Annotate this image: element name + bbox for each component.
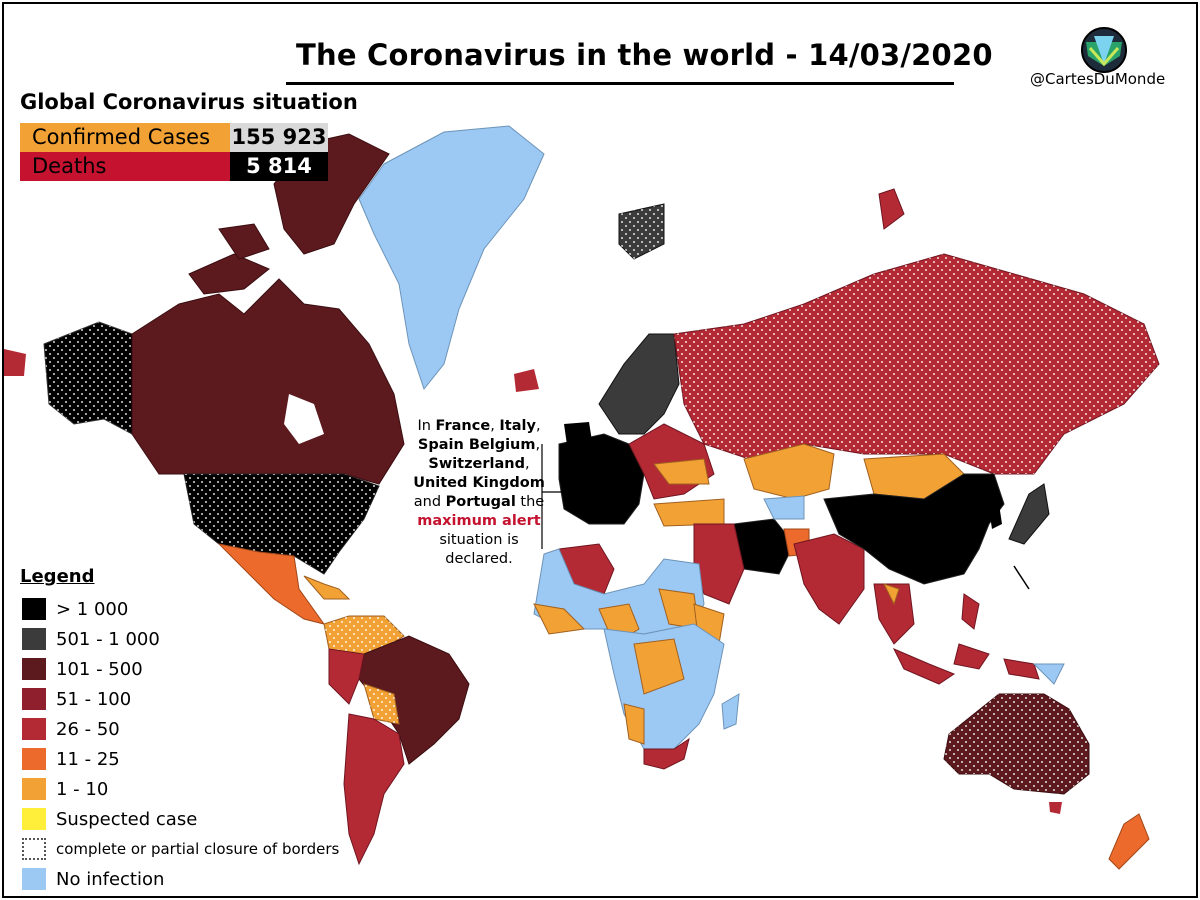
deaths-row: Deaths 5 814	[20, 152, 328, 181]
legend-swatch	[22, 868, 46, 890]
legend-swatch	[22, 628, 46, 650]
callout-part: ,	[490, 418, 500, 434]
legend-swatch	[22, 838, 46, 860]
legend-swatch	[22, 808, 46, 830]
country-argentina-chile	[343, 713, 405, 866]
legend-item: 1 - 10	[22, 774, 339, 804]
callout-uk: United Kingdom	[413, 475, 545, 491]
callout-part: ,	[535, 437, 541, 453]
legend-swatch	[22, 688, 46, 710]
legend-item: Suspected case	[22, 804, 339, 834]
legend-label: 51 - 100	[56, 688, 132, 710]
global-situation-heading: Global Coronavirus situation	[20, 90, 358, 114]
country-japan	[1008, 483, 1050, 545]
legend-swatch	[22, 778, 46, 800]
legend-label: No infection	[56, 868, 165, 890]
confirmed-row: Confirmed Cases 155 923	[20, 123, 328, 152]
callout-part: the	[515, 494, 545, 510]
country-greenland	[358, 125, 545, 391]
callout-italy: Italy	[499, 418, 536, 434]
legend-label: Suspected case	[56, 808, 198, 830]
legend-label: 101 - 500	[56, 658, 143, 680]
callout-france: France	[435, 418, 491, 434]
callout-maximum-alert: maximum alert	[417, 513, 541, 529]
callout-switzerland: Switzerland	[428, 456, 525, 472]
callout-part: situation is declared.	[439, 532, 519, 567]
legend-title: Legend	[20, 566, 95, 587]
legend-item: 501 - 1 000	[22, 624, 339, 654]
callout-part: ,	[525, 456, 530, 472]
country-china	[823, 473, 1005, 585]
country-canada	[131, 278, 405, 485]
page-title: The Coronavirus in the world - 14/03/202…	[296, 38, 993, 72]
cartesdumonde-logo	[1081, 27, 1127, 73]
callout-part: In	[417, 418, 436, 434]
callout-portugal: Portugal	[445, 494, 516, 510]
title-underline	[286, 82, 954, 85]
legend-item: No infection	[22, 864, 339, 894]
legend-label: complete or partial closure of borders	[56, 840, 340, 858]
credit-handle: @CartesDuMonde	[1030, 70, 1166, 88]
legend-item: 26 - 50	[22, 714, 339, 744]
callout-spain-belgium: Spain Belgium	[417, 437, 536, 453]
country-india	[793, 533, 865, 625]
global-stats-table: Confirmed Cases 155 923 Deaths 5 814	[20, 123, 328, 181]
country-kazakhstan	[743, 443, 835, 500]
callout-part: ,	[535, 418, 541, 434]
country-scandinavia	[598, 333, 680, 435]
legend-swatch	[22, 598, 46, 620]
legend-swatch	[22, 658, 46, 680]
callout-part: and	[413, 494, 446, 510]
legend-swatch	[22, 748, 46, 770]
confirmed-label: Confirmed Cases	[20, 123, 230, 152]
legend: > 1 000 501 - 1 000 101 - 500 51 - 100 26 - …	[22, 594, 339, 894]
deaths-value: 5 814	[230, 152, 328, 181]
legend-label: 11 - 25	[56, 748, 120, 770]
legend-label: > 1 000	[56, 598, 129, 620]
legend-item: 11 - 25	[22, 744, 339, 774]
legend-item: > 1 000	[22, 594, 339, 624]
callout-text: In France, Italy, Spain Belgium, Switzer…	[409, 417, 549, 569]
country-south-africa	[643, 737, 690, 770]
confirmed-value: 155 923	[230, 123, 328, 152]
legend-item: 51 - 100	[22, 684, 339, 714]
legend-label: 26 - 50	[56, 718, 120, 740]
legend-label: 501 - 1 000	[56, 628, 160, 650]
deaths-label: Deaths	[20, 152, 230, 181]
legend-swatch	[22, 718, 46, 740]
legend-item: 101 - 500	[22, 654, 339, 684]
country-peru	[328, 648, 365, 705]
legend-item: complete or partial closure of borders	[22, 834, 339, 864]
legend-label: 1 - 10	[56, 778, 109, 800]
